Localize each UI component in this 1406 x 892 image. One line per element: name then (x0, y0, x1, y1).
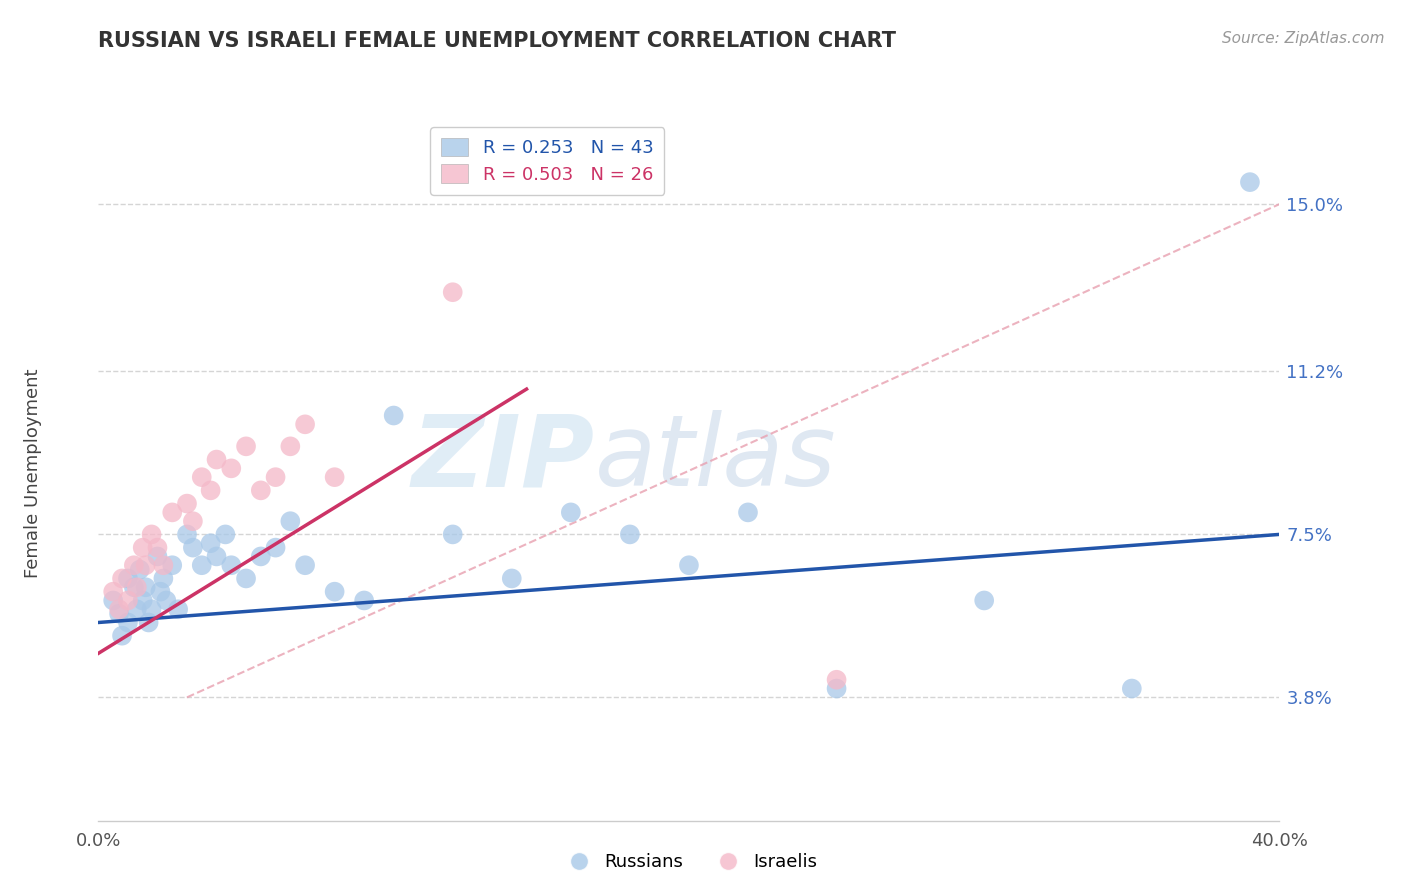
Point (111, 629, 134, 643)
Point (103, 593, 125, 607)
Point (125, 602, 148, 616)
Point (191, 470, 214, 484)
Point (122, 558, 145, 573)
Point (323, 470, 346, 484)
Point (132, 541, 155, 555)
Point (141, 527, 163, 541)
Point (678, 558, 700, 573)
Point (264, 470, 287, 484)
Point (235, 571, 257, 585)
Point (825, 681, 848, 696)
Point (181, 541, 204, 555)
Text: Female Unemployment: Female Unemployment (24, 368, 42, 577)
Point (146, 541, 169, 555)
Point (141, 602, 163, 616)
Point (155, 593, 177, 607)
Point (235, 439, 257, 453)
Point (323, 584, 346, 599)
Point (501, 571, 523, 585)
Point (441, 527, 464, 541)
Point (132, 593, 155, 607)
Point (973, 593, 995, 607)
Point (135, 580, 157, 594)
Point (135, 558, 157, 573)
Point (219, 558, 242, 573)
Point (125, 580, 148, 594)
Point (149, 584, 172, 599)
Text: Source: ZipAtlas.com: Source: ZipAtlas.com (1222, 31, 1385, 46)
Point (250, 483, 273, 498)
Point (152, 571, 174, 585)
Point (619, 527, 641, 541)
Point (294, 558, 316, 573)
Point (103, 584, 125, 599)
Point (205, 549, 228, 564)
Point (278, 514, 302, 528)
Legend: Russians, Israelis: Russians, Israelis (554, 847, 824, 879)
Point (176, 527, 198, 541)
Point (117, 593, 139, 607)
Point (353, 593, 375, 607)
Text: atlas: atlas (595, 410, 837, 508)
Point (294, 417, 316, 432)
Point (1121, 681, 1143, 696)
Point (250, 549, 273, 564)
Point (162, 505, 183, 519)
Point (560, 505, 582, 519)
Point (200, 483, 222, 498)
Point (176, 497, 198, 511)
Legend: R = 0.253   N = 43, R = 0.503   N = 26: R = 0.253 N = 43, R = 0.503 N = 26 (430, 127, 664, 194)
Point (278, 439, 302, 453)
Point (108, 607, 131, 621)
Point (181, 514, 204, 528)
Point (117, 615, 139, 630)
Point (219, 461, 242, 475)
Point (128, 563, 150, 577)
Point (122, 580, 145, 594)
Point (138, 615, 160, 630)
Point (737, 505, 759, 519)
Point (111, 571, 134, 585)
Point (191, 558, 214, 573)
Text: RUSSIAN VS ISRAELI FEMALE UNEMPLOYMENT CORRELATION CHART: RUSSIAN VS ISRAELI FEMALE UNEMPLOYMENT C… (98, 31, 897, 51)
Point (117, 571, 139, 585)
Point (108, 602, 131, 616)
Point (146, 549, 169, 564)
Point (264, 541, 287, 555)
Point (167, 602, 190, 616)
Point (825, 673, 848, 687)
Point (205, 452, 228, 467)
Point (1239, 175, 1261, 189)
Point (152, 558, 174, 573)
Point (382, 409, 405, 423)
Point (200, 536, 222, 550)
Text: ZIP: ZIP (412, 410, 595, 508)
Point (162, 558, 183, 573)
Point (214, 527, 236, 541)
Point (441, 285, 464, 300)
